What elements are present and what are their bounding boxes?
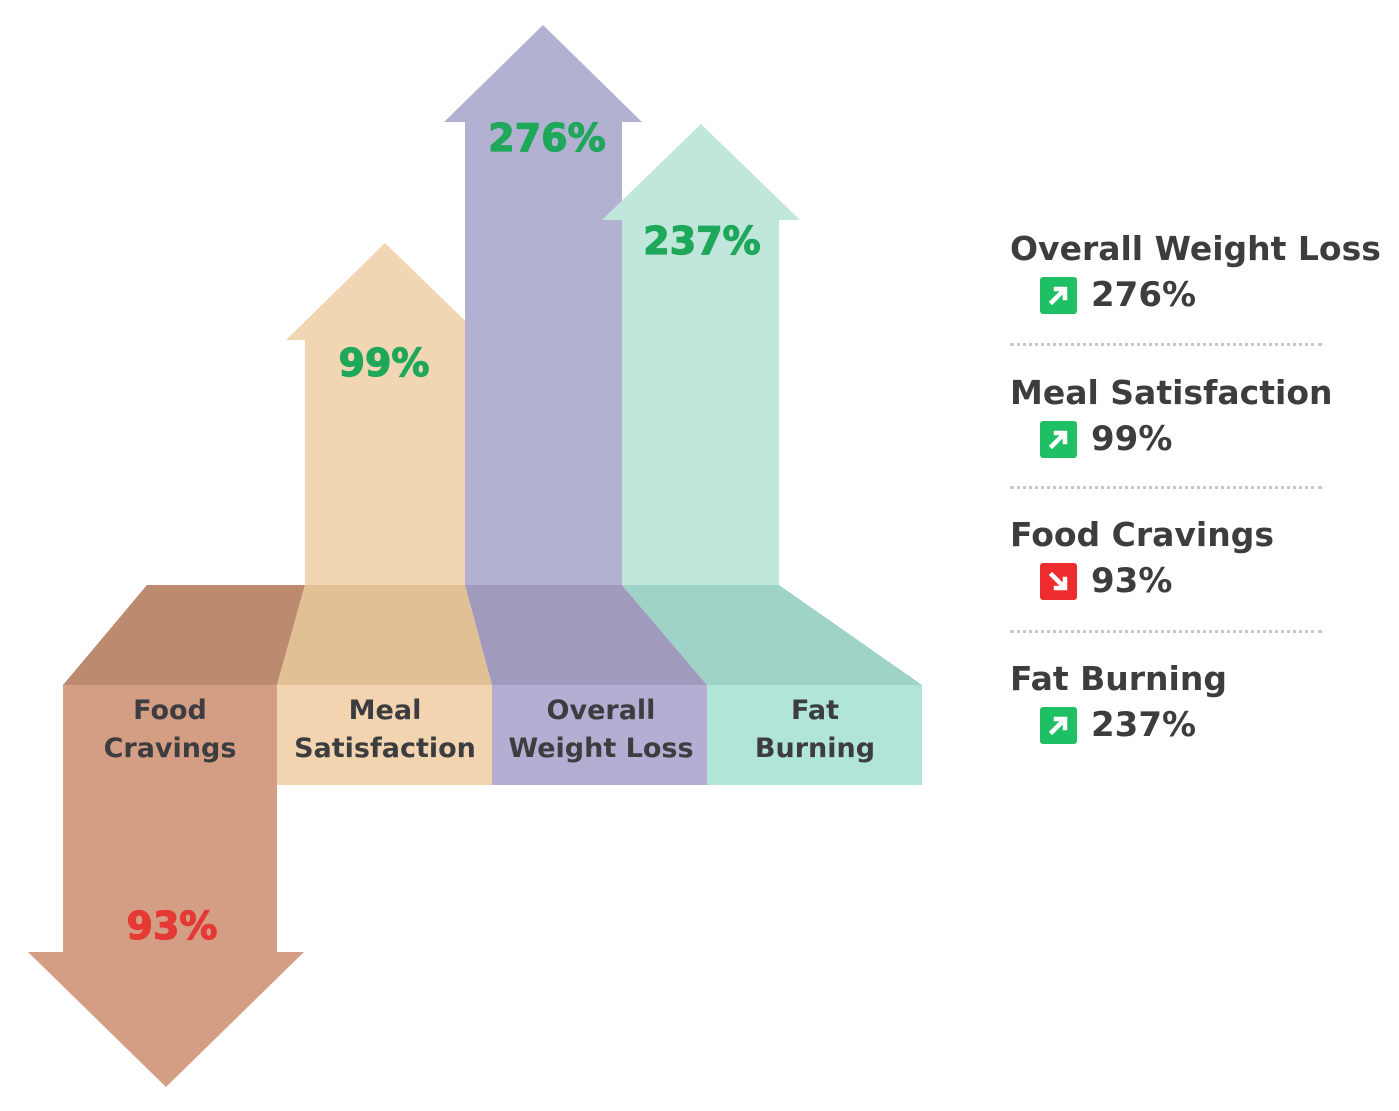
legend-divider [1010,486,1322,489]
value-label: 276% [488,116,605,160]
arrow-down-right-icon [1040,562,1077,600]
legend-divider [1010,630,1322,633]
legend-item: Meal Satisfaction 99% [1010,373,1390,459]
arrow-front-face [277,685,492,785]
legend-title: Meal Satisfaction [1010,373,1333,412]
arrow-meal-satisfaction [277,243,492,785]
legend-value-row: 237% [1040,705,1390,745]
legend-title: Overall Weight Loss [1010,229,1381,268]
arrow-top-face [622,585,922,685]
category-label: Overall [547,695,656,726]
legend-value: 93% [1091,561,1173,601]
legend-divider [1010,343,1322,346]
arrow-top-face [63,585,305,685]
category-label: Cravings [104,733,237,764]
arrow-front-face [707,685,922,785]
arrow-shaft [28,685,304,1087]
category-label: Weight Loss [508,733,693,764]
value-label: 93% [127,904,218,948]
arrow-front-face [492,685,707,785]
arrow-up-right-icon [1040,420,1077,458]
value-label: 99% [339,341,430,385]
legend-item: Overall Weight Loss 276% [1010,229,1390,315]
arrow-food-cravings [28,585,305,1087]
arrow-shaft [286,243,485,585]
legend-value-row: 276% [1040,275,1390,315]
arrow-top-face [465,585,707,685]
legend-item: Food Cravings 93% [1010,515,1390,601]
arrow-up-right-icon [1040,706,1077,744]
category-label: Satisfaction [294,733,476,764]
legend-item: Fat Burning 237% [1010,659,1390,745]
arrow-shaft [444,25,642,585]
arrow-shaft [602,124,800,585]
legend-title: Food Cravings [1010,515,1274,554]
arrow-fat-burning [602,124,922,785]
arrow-overall-weight-loss [444,25,707,785]
category-label: Food [133,695,207,726]
legend-value: 276% [1091,275,1197,315]
category-label: Meal [349,695,422,726]
arrow-top-face [277,585,492,685]
category-label: Burning [755,733,875,764]
category-label: Fat [791,695,839,726]
arrow-up-right-icon [1040,276,1077,314]
value-label: 237% [643,219,760,263]
legend-value: 99% [1091,419,1173,459]
legend-value: 237% [1091,705,1197,745]
legend-value-row: 99% [1040,419,1390,459]
legend-value-row: 93% [1040,561,1390,601]
legend-title: Fat Burning [1010,659,1227,698]
